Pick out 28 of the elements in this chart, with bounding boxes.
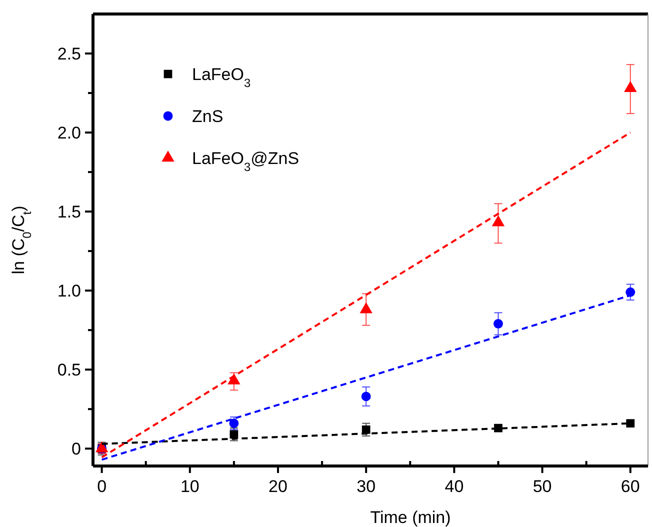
point: [361, 392, 371, 402]
x-tick-label: 60: [620, 477, 640, 496]
point: [229, 418, 239, 428]
point: [360, 302, 372, 314]
point: [624, 80, 637, 92]
y-tick-label: 2.0: [57, 123, 81, 142]
point: [362, 425, 370, 434]
x-axis-title: Time (min): [370, 508, 451, 527]
point: [494, 424, 502, 432]
legend-label: ZnS: [192, 106, 224, 126]
x-tick-label: 50: [532, 477, 552, 496]
x-tick-label: 10: [180, 477, 200, 496]
point: [626, 419, 635, 428]
point: [494, 319, 503, 328]
y-tick-label: 2.5: [57, 44, 81, 64]
x-tick-label: 0: [97, 477, 107, 496]
y-tick-label: 1.0: [57, 282, 81, 301]
y-tick-label: 0.5: [57, 360, 81, 380]
x-tick-label: 30: [356, 477, 376, 496]
x-tick-label: 20: [268, 477, 288, 496]
point: [626, 287, 636, 297]
point: [230, 430, 238, 439]
x-tick-label: 40: [444, 477, 464, 496]
y-tick-label: 0: [72, 440, 81, 459]
legend-label: LaFeO$_{3}$@ZnS: [192, 148, 300, 174]
y-tick-label: 1.5: [57, 202, 81, 222]
legend-label: LaFeO$_{3}$: [192, 64, 251, 90]
point: [492, 215, 505, 226]
